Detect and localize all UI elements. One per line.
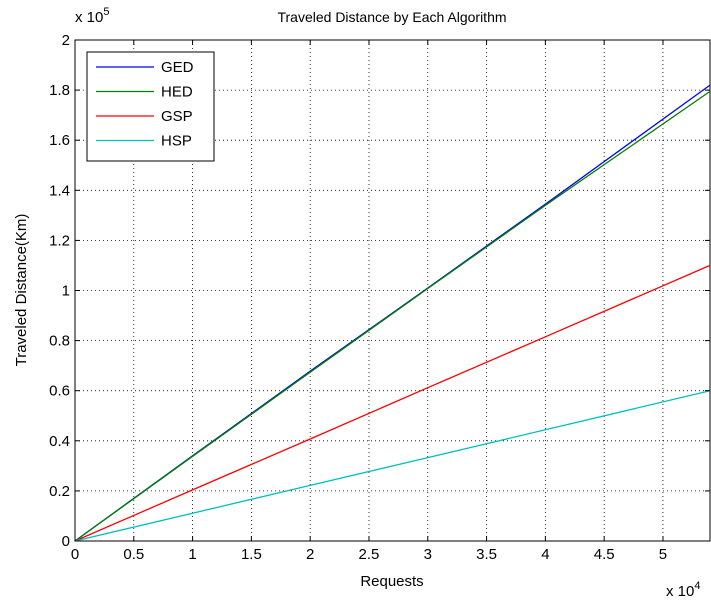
x-exponent-base: x 10: [666, 583, 694, 600]
x-tick-label: 2: [306, 546, 314, 563]
y-tick-label: 1.2: [49, 232, 70, 249]
x-exponent-label: x 104: [666, 580, 700, 600]
y-exponent-power: 5: [103, 6, 109, 18]
y-exponent-base: x 10: [75, 9, 103, 26]
x-axis-title: Requests: [360, 573, 423, 590]
x-tick-label: 5: [659, 546, 667, 563]
y-tick-label: 1.8: [49, 82, 70, 99]
legend-box: [86, 51, 215, 162]
x-tick-label: 0: [71, 546, 79, 563]
legend: GED HED GSP HSP: [86, 51, 215, 162]
x-tick-label: 4: [541, 546, 549, 563]
y-exponent-label: x 105: [75, 6, 109, 26]
y-tick-label: 2: [62, 32, 70, 49]
x-tick-label: 1.5: [241, 546, 262, 563]
x-tick-label: 4.5: [594, 546, 615, 563]
x-exponent-power: 4: [694, 580, 700, 592]
series-line-hsp: [74, 390, 711, 542]
series-lines: [74, 84, 711, 542]
x-tick-label: 3: [424, 546, 432, 563]
x-tick-label: 1: [188, 546, 196, 563]
series-line-gsp: [74, 264, 711, 542]
y-tick-label: 0.8: [49, 333, 70, 350]
legend-label-hed: HED: [161, 84, 193, 101]
series-line-hed: [74, 90, 711, 542]
y-tick-label: 0: [62, 533, 70, 550]
legend-label-gsp: GSP: [161, 108, 193, 125]
axis-ticks: [74, 39, 710, 542]
y-tick-label: 0.2: [49, 483, 70, 500]
y-tick-labels: 0 0.2 0.4 0.6 0.8 1 1.2 1.4 1.6 1.8 2: [49, 32, 70, 550]
legend-label-ged: GED: [161, 59, 194, 76]
y-axis-title: Traveled Distance(Km): [13, 214, 30, 367]
chart-title: Traveled Distance by Each Algorithm: [277, 9, 506, 25]
x-tick-label: 2.5: [359, 546, 380, 563]
y-tick-label: 1: [62, 283, 70, 300]
x-tick-label: 3.5: [476, 546, 497, 563]
y-tick-label: 0.4: [49, 433, 70, 450]
y-tick-label: 1.6: [49, 132, 70, 149]
x-tick-labels: 0 0.5 1 1.5 2 2.5 3 3.5 4 4.5 5: [71, 546, 667, 563]
y-tick-label: 0.6: [49, 383, 70, 400]
y-tick-label: 1.4: [49, 182, 70, 199]
legend-label-hsp: HSP: [161, 133, 192, 150]
x-tick-label: 0.5: [123, 546, 144, 563]
